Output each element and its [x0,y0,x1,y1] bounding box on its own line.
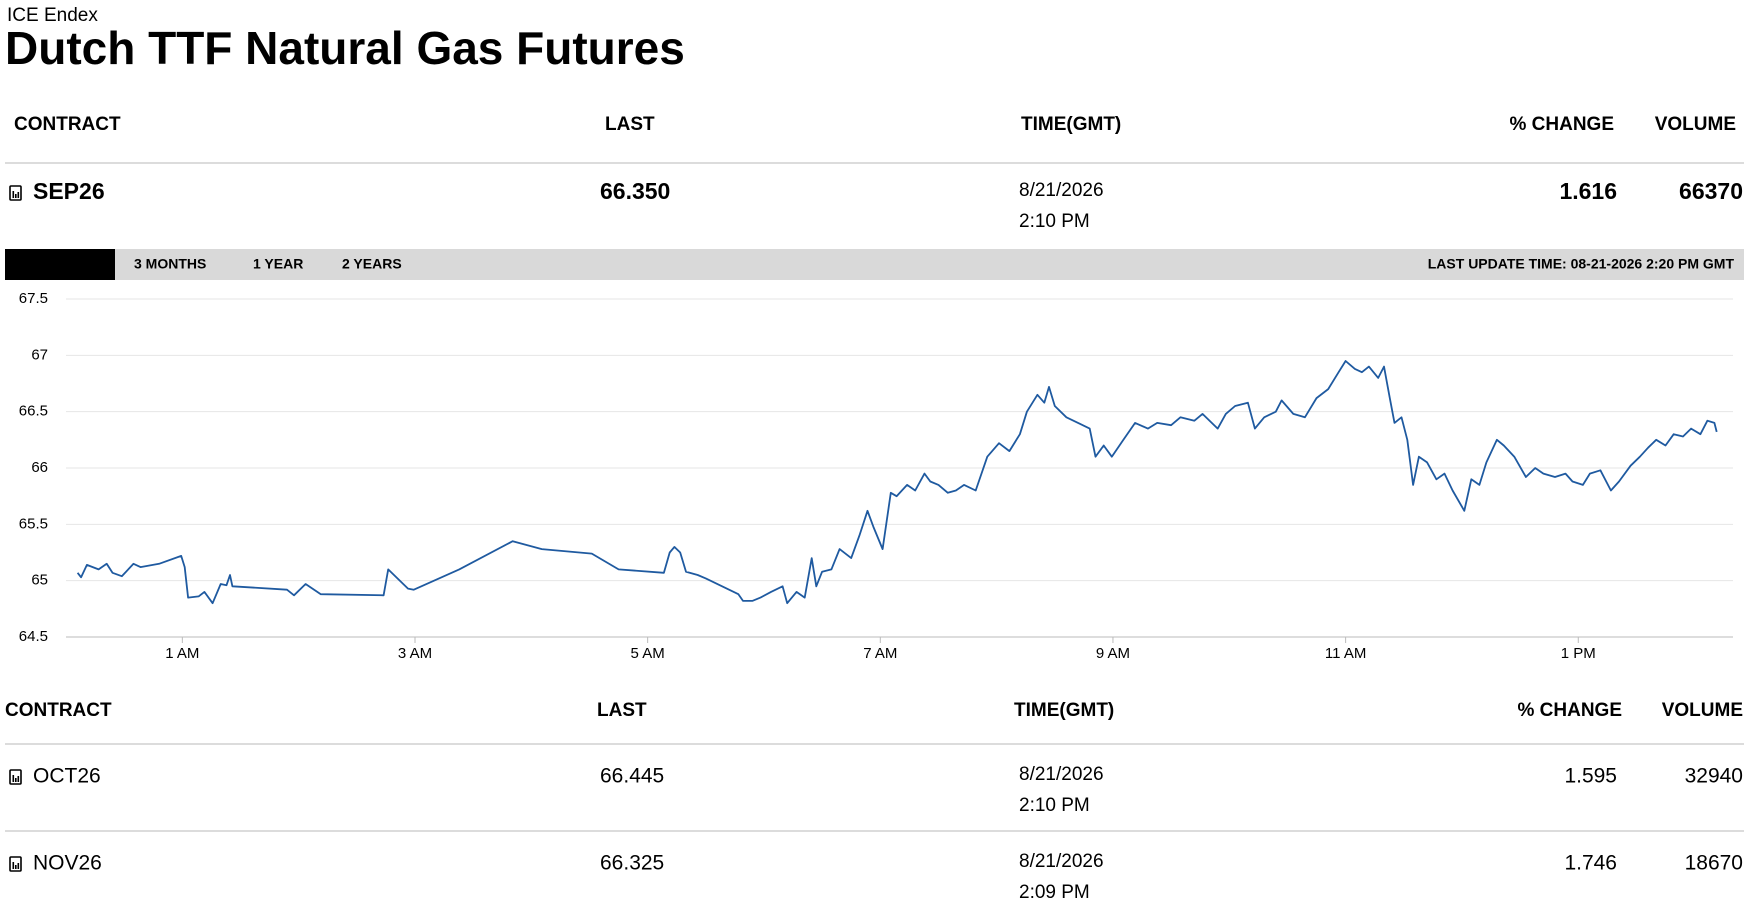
page-title: Dutch TTF Natural Gas Futures [5,22,685,74]
range-tab[interactable]: 1 YEAR [253,256,303,272]
column-header: CONTRACT [5,700,112,721]
trade-date: 8/21/2026 [1019,851,1104,872]
active-tab-bg [5,249,115,280]
column-header: TIME(GMT) [1021,114,1121,135]
y-tick-label: 66.5 [19,403,48,420]
x-tick-label: 3 AM [398,645,432,662]
y-tick-label: 64.5 [19,628,48,645]
column-header: % CHANGE [1517,700,1622,721]
chart-icon [9,769,22,785]
chart-icon-bar [15,194,17,198]
x-tick-label: 11 AM [1325,645,1366,662]
trade-date: 8/21/2026 [1019,180,1104,201]
column-header: LAST [597,700,647,721]
volume: 66370 [1679,178,1743,204]
range-tab[interactable]: 2 YEARS [342,256,402,272]
percent-change: 1.595 [1564,765,1617,788]
y-tick-label: 66 [31,459,48,476]
volume: 18670 [1685,852,1743,875]
x-tick-label: 5 AM [631,645,665,662]
last-price: 66.445 [600,765,664,788]
percent-change: 1.616 [1559,178,1617,204]
x-tick-label: 9 AM [1096,645,1130,662]
contract[interactable]: NOV26 [33,852,102,875]
trade-time: 2:09 PM [1019,882,1090,903]
chart-icon-bar [12,191,15,198]
y-tick-label: 65 [31,572,48,589]
chart-icon-bar [15,865,17,869]
x-tick-label: 1 PM [1561,645,1596,662]
column-header: TIME(GMT) [1014,700,1114,721]
y-tick-label: 65.5 [19,515,48,532]
source: ICE Endex [7,5,98,26]
x-tick-label: 1 AM [165,645,199,662]
price-line [76,360,1718,605]
chart-icon-bar [17,192,20,198]
last-price: 66.325 [600,852,664,875]
range-tab[interactable]: 3 MONTHS [134,256,206,272]
y-tick-label: 67 [31,346,48,363]
column-header: CONTRACT [14,114,121,135]
contract[interactable]: SEP26 [33,178,105,204]
column-header: % CHANGE [1509,114,1614,135]
y-tick-label: 67.5 [19,290,48,307]
chart-icon-bar [12,775,15,782]
chart-icon [9,856,22,872]
chart-icon-bar [15,778,17,782]
volume: 32940 [1685,765,1743,788]
column-header: LAST [605,114,655,135]
trade-time: 2:10 PM [1019,211,1090,232]
chart-icon [9,185,22,201]
contract[interactable]: OCT26 [33,765,101,788]
chart-icon-bar [12,862,15,869]
percent-change: 1.746 [1564,852,1617,875]
column-header: VOLUME [1655,114,1736,135]
trade-time: 2:10 PM [1019,795,1090,816]
trade-date: 8/21/2026 [1019,764,1104,785]
x-tick-label: 7 AM [863,645,897,662]
column-header: VOLUME [1662,700,1743,721]
chart-icon-bar [17,863,20,869]
last-update: LAST UPDATE TIME: 08-21-2026 2:20 PM GMT [1428,256,1735,272]
range-tab[interactable]: INTRADAY [25,256,97,272]
chart-icon-bar [17,776,20,782]
tab-bar [5,249,1744,280]
last-price: 66.350 [600,178,670,204]
